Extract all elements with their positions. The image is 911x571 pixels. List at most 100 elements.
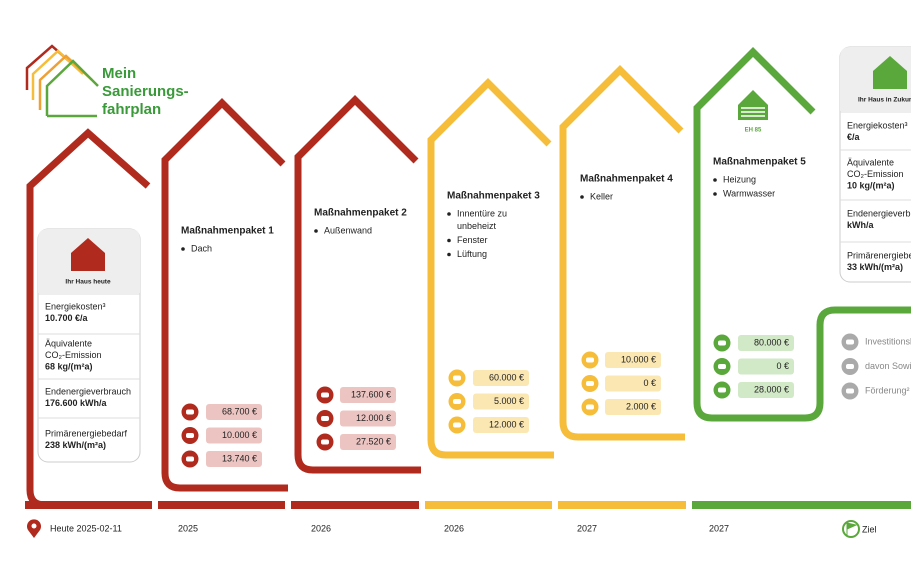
house-icon (71, 238, 105, 271)
bullet (447, 238, 451, 243)
cost-icon-glyph (586, 404, 594, 410)
cost-value: 60.000 € (489, 372, 524, 382)
card-label: Endenergieverbrauch (847, 208, 911, 218)
package-item: Heizung (723, 174, 756, 184)
cost-box (206, 451, 262, 467)
cost-value: 10.000 € (621, 354, 656, 364)
card-value: 10 kg/(m²a) (847, 180, 895, 190)
card-value: kWh/a (847, 220, 874, 230)
cost-box (340, 434, 396, 450)
card-label: Energiekosten³ (45, 301, 106, 311)
cost-icon-glyph (453, 375, 461, 381)
package-item: Keller (590, 191, 613, 201)
cost-box (473, 417, 529, 433)
card-label: Primärenergiebedarf (45, 428, 128, 438)
cost-box (738, 358, 794, 375)
package-item: Fenster (457, 235, 488, 245)
cost-value: 13.740 € (222, 453, 257, 463)
cost-icon-glyph (453, 399, 461, 404)
package-title: Maßnahmenpaket 3 (447, 191, 540, 202)
timeline-year: 2025 (178, 523, 198, 533)
card-label: Äquivalente (847, 157, 894, 167)
cost-box (738, 335, 794, 351)
flag-shape (846, 522, 858, 535)
card-label: Äquivalente (45, 338, 92, 348)
timeline-year: 2026 (311, 523, 331, 533)
package-item: unbeheizt (457, 221, 497, 231)
badge-text: EH 85 (745, 128, 762, 134)
cost-value: 68.700 € (222, 406, 257, 416)
cost-value: 10.000 € (222, 430, 257, 440)
logo-text: Sanierungs- (102, 83, 189, 100)
legend-icon-glyph (846, 388, 854, 394)
cost-icon-glyph (321, 439, 329, 445)
legend-icon-glyph (846, 339, 854, 345)
cost-icon-glyph (321, 392, 329, 398)
package-item: Innentüre zu (457, 208, 507, 218)
bullet (314, 229, 318, 233)
house-outline (26, 128, 151, 509)
package-item: Dach (191, 243, 212, 253)
cost-box (738, 382, 794, 398)
cost-value: 27.520 € (356, 436, 391, 446)
cost-box (473, 393, 529, 410)
cost-icon-glyph (186, 456, 194, 462)
card-label: CO₂-Emission (847, 169, 904, 179)
house-outline (427, 78, 554, 459)
cost-icon-glyph (321, 416, 329, 421)
cost-icon-glyph (186, 433, 194, 438)
package-title: Maßnahmenpaket 2 (314, 208, 407, 219)
pin-dot (31, 523, 37, 529)
card-value: 68 kg/(m²a) (45, 361, 93, 371)
pin-icon (27, 519, 41, 538)
package-title: Maßnahmenpaket 1 (181, 226, 274, 237)
package-title: Maßnahmenpaket 5 (713, 157, 806, 168)
cost-value: 12.000 € (489, 419, 524, 429)
house-icon (873, 56, 907, 89)
cost-value: 0 € (643, 378, 656, 388)
cost-box (340, 387, 396, 403)
cost-icon-glyph (186, 409, 194, 415)
legend-icon-glyph (846, 364, 854, 369)
package-item: Außenwand (324, 225, 372, 235)
cost-box (473, 370, 529, 386)
cost-icon-glyph (718, 387, 726, 393)
cost-value: 137.600 € (351, 389, 391, 399)
cost-box (340, 410, 396, 427)
bullet (181, 247, 185, 251)
cost-value: 0 € (776, 361, 789, 371)
cost-box (206, 427, 262, 444)
house-outline (161, 98, 288, 492)
cost-icon-glyph (718, 340, 726, 346)
legend-text: davon Sowieso-Kosten (865, 361, 911, 371)
cost-value: 28.000 € (754, 384, 789, 394)
bullet (713, 192, 717, 196)
cost-icon-glyph (718, 364, 726, 369)
bullet (713, 178, 717, 182)
house-outline (294, 95, 421, 474)
card-title: Ihr Haus in Zukunft (858, 97, 911, 104)
package-item: Lüftung (457, 249, 487, 259)
card-label: Primärenergiebedarf (847, 250, 911, 260)
cost-box (605, 352, 661, 368)
cost-box (605, 375, 661, 392)
timeline-year: 2027 (577, 523, 597, 533)
timeline-start: Heute 2025-02-11 (50, 523, 122, 533)
cost-box (206, 404, 262, 420)
package-title: Maßnahmenpaket 4 (580, 174, 673, 185)
legend-text: Förderung² (865, 385, 910, 395)
cost-icon-glyph (586, 357, 594, 363)
cost-value: 2.000 € (626, 401, 656, 411)
logo-text: Mein (102, 65, 136, 82)
legend-text: Investitionskosten (865, 336, 911, 346)
cost-icon-glyph (586, 381, 594, 386)
card-value: €/a (847, 132, 861, 142)
bullet (580, 195, 584, 199)
card-label: Endenergieverbrauch (45, 386, 131, 396)
timeline-year: 2026 (444, 523, 464, 533)
card-value: 10.700 €/a (45, 313, 89, 323)
cost-value: 12.000 € (356, 413, 391, 423)
timeline-end: Ziel (862, 524, 877, 534)
card-value: 33 kWh/(m²a) (847, 262, 903, 272)
